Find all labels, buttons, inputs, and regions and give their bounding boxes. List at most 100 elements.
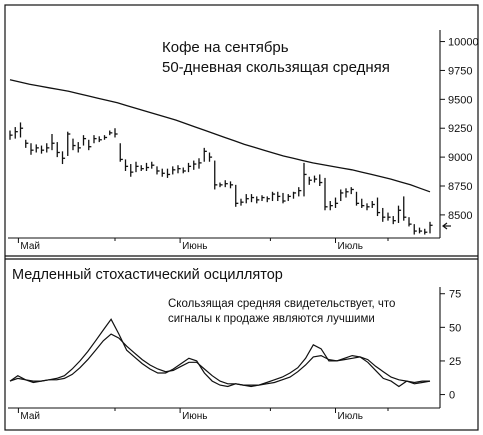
price-bar bbox=[277, 191, 281, 202]
price-bar bbox=[256, 196, 260, 204]
price-bar bbox=[193, 160, 197, 170]
price-bar bbox=[172, 166, 176, 175]
price-bar bbox=[51, 134, 55, 151]
stoch-y-ticks: 75 50 25 0 bbox=[440, 289, 461, 402]
price-bar bbox=[208, 152, 213, 162]
price-bar bbox=[103, 135, 108, 140]
price-bar bbox=[114, 128, 118, 138]
price-bar bbox=[229, 181, 234, 189]
price-bar bbox=[124, 159, 129, 171]
price-y-tick-label: 8500 bbox=[448, 210, 472, 222]
price-bar bbox=[198, 158, 202, 169]
price-y-tick-label: 9000 bbox=[448, 152, 472, 164]
price-bar bbox=[77, 142, 81, 153]
stoch-month-label: Июнь bbox=[182, 411, 207, 422]
annotation-line-2: сигналы к продаже являются лучшими bbox=[168, 313, 375, 325]
price-bar bbox=[345, 188, 349, 198]
price-bar bbox=[355, 191, 360, 206]
price-y-tick-label: 9250 bbox=[448, 123, 472, 135]
price-bars bbox=[9, 122, 433, 235]
price-bar bbox=[135, 161, 139, 173]
price-bar bbox=[298, 187, 302, 197]
price-bar bbox=[98, 136, 102, 143]
price-x-ticks: Май Июнь Июль bbox=[17, 238, 389, 252]
price-bar bbox=[266, 196, 270, 203]
price-bar bbox=[156, 166, 160, 175]
price-month-label: Июль bbox=[338, 241, 364, 252]
price-bar bbox=[187, 162, 192, 173]
stoch-y-tick-label: 75 bbox=[449, 289, 461, 301]
price-bar bbox=[324, 177, 328, 211]
stoch-y-tick-label: 50 bbox=[449, 322, 461, 334]
stoch-month-label: Май bbox=[20, 411, 40, 422]
stochastic-k-line bbox=[9, 318, 431, 388]
price-bar bbox=[340, 189, 344, 202]
price-bar bbox=[151, 161, 155, 169]
price-bar bbox=[408, 217, 412, 227]
price-bar bbox=[287, 194, 291, 202]
price-bar bbox=[371, 201, 375, 208]
price-bar bbox=[392, 216, 396, 225]
price-bar bbox=[429, 221, 433, 234]
price-bar bbox=[250, 194, 255, 203]
price-bar bbox=[161, 168, 165, 177]
price-bar bbox=[261, 195, 265, 202]
price-bar bbox=[418, 227, 423, 234]
price-bar bbox=[14, 127, 18, 139]
price-bar bbox=[119, 143, 123, 162]
stochastic-d-line bbox=[9, 333, 430, 386]
price-month-label: Май bbox=[20, 241, 40, 252]
price-bar bbox=[25, 139, 29, 148]
price-bar bbox=[350, 187, 354, 195]
price-bar bbox=[424, 228, 428, 235]
price-month-label: Июнь bbox=[182, 241, 207, 252]
price-bar bbox=[219, 182, 223, 188]
price-bar bbox=[203, 147, 207, 162]
last-price-arrow-icon bbox=[442, 222, 451, 230]
price-bar bbox=[245, 194, 249, 204]
stochastic-panel: 75 50 25 0 Май Июнь Июль Медленный стохастиче… bbox=[8, 267, 461, 422]
moving-average-50-line bbox=[9, 79, 431, 193]
price-bar bbox=[282, 192, 286, 204]
price-bar bbox=[382, 207, 386, 222]
annotation-line-1: Скользящая средняя свидетельствует, что bbox=[168, 298, 395, 310]
price-y-tick-label: 9500 bbox=[448, 94, 472, 106]
price-bar bbox=[319, 174, 323, 186]
price-bar bbox=[329, 201, 333, 211]
price-bar bbox=[403, 196, 407, 221]
chart-subtitle: 50-дневная скользящая средняя bbox=[162, 59, 390, 76]
price-bar bbox=[361, 198, 365, 208]
price-bar bbox=[376, 197, 381, 217]
price-bar bbox=[182, 167, 186, 174]
price-bar bbox=[366, 203, 370, 211]
price-bar bbox=[177, 165, 181, 174]
stoch-x-ticks: Май Июнь Июль bbox=[17, 408, 389, 422]
stochastic-title: Медленный стохастический осциллятор bbox=[12, 267, 283, 283]
price-y-tick-label: 10000 bbox=[448, 37, 479, 49]
price-bar bbox=[224, 180, 228, 188]
price-bar bbox=[214, 160, 218, 190]
figure-frame bbox=[4, 4, 479, 431]
price-bar bbox=[35, 144, 39, 153]
price-bar bbox=[56, 142, 60, 158]
price-bar bbox=[67, 131, 71, 156]
price-bar bbox=[109, 130, 113, 136]
price-bar bbox=[72, 138, 76, 151]
stoch-month-label: Июль bbox=[338, 411, 364, 422]
price-bar bbox=[88, 139, 92, 151]
stoch-y-tick-label: 25 bbox=[449, 356, 461, 368]
price-bar bbox=[140, 165, 144, 171]
price-bar bbox=[303, 162, 307, 197]
price-bar bbox=[166, 168, 171, 178]
price-bar bbox=[308, 176, 312, 185]
price-bar bbox=[30, 143, 34, 155]
chart-title: Кофе на сентябрь bbox=[162, 39, 289, 56]
stoch-y-tick-label: 0 bbox=[449, 390, 455, 402]
price-y-tick-label: 8750 bbox=[448, 181, 472, 193]
price-panel: 10000 9750 9500 9250 9000 8750 8500 Май Июнь Июл… bbox=[8, 30, 479, 252]
price-bar bbox=[313, 175, 318, 183]
price-bar bbox=[387, 212, 391, 221]
price-bar bbox=[40, 145, 45, 154]
price-y-ticks: 10000 9750 9500 9250 9000 8750 8500 bbox=[440, 37, 479, 222]
